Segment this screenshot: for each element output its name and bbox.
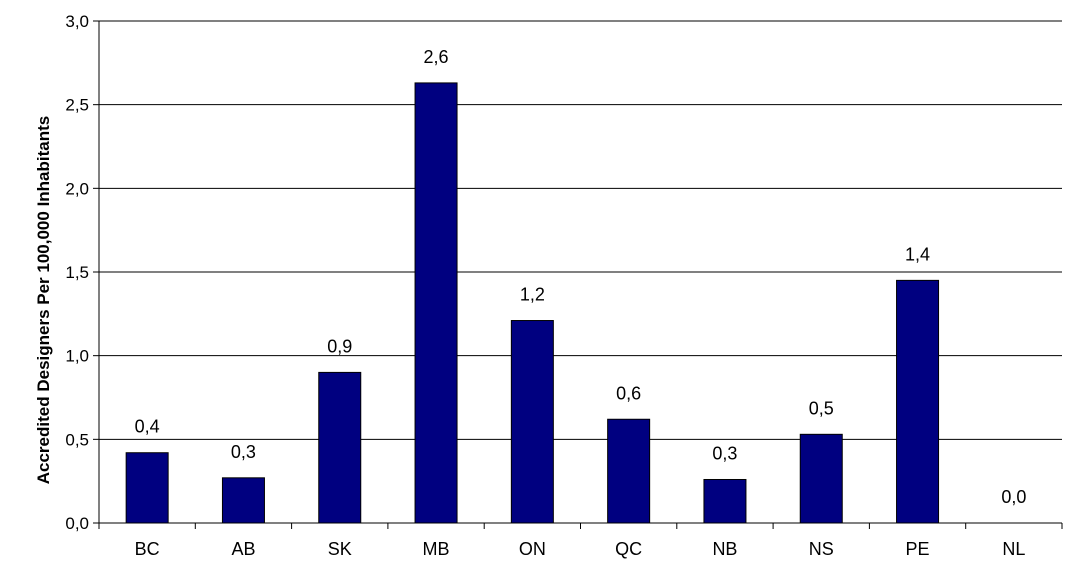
bar-pe — [896, 279, 940, 524]
x-tick-label: PE — [906, 539, 930, 559]
bar-on — [510, 320, 554, 524]
bar-bc — [125, 452, 169, 524]
y-axis-title: Accredited Designers Per 100,000 Inhabit… — [34, 116, 53, 485]
x-tick-label: NB — [712, 539, 737, 559]
data-label-nb: 0,3 — [712, 443, 737, 463]
y-tick-label: 0,0 — [65, 514, 89, 533]
bar-nb — [703, 478, 747, 524]
x-axis-tick-labels: BC AB SK MB ON QC NB NS PE NL — [135, 539, 1026, 559]
x-tick-label: ON — [519, 539, 546, 559]
x-tick-label: AB — [231, 539, 255, 559]
bars — [125, 82, 940, 524]
axes — [93, 20, 1063, 529]
bar-mb — [414, 82, 458, 524]
bar-ns — [799, 433, 843, 524]
bar-qc — [607, 418, 651, 524]
y-tick-label: 2,5 — [65, 96, 89, 115]
data-label-mb: 2,6 — [424, 47, 449, 67]
data-label-nl: 0,0 — [1001, 487, 1026, 507]
data-labels: 0,4 0,3 0,9 2,6 1,2 0,6 0,3 0,5 1,4 0,0 — [135, 47, 1027, 507]
x-tick-label: NS — [809, 539, 834, 559]
data-label-ns: 0,5 — [809, 398, 834, 418]
bar-sk — [318, 371, 362, 524]
data-label-pe: 1,4 — [905, 244, 930, 264]
x-tick-label: NL — [1002, 539, 1025, 559]
y-tick-label: 3,0 — [65, 12, 89, 31]
data-label-ab: 0,3 — [231, 442, 256, 462]
y-axis-tick-labels: 0,0 0,5 1,0 1,5 2,0 2,5 3,0 — [65, 12, 89, 533]
x-tick-label: QC — [615, 539, 642, 559]
y-tick-label: 1,0 — [65, 347, 89, 366]
data-label-qc: 0,6 — [616, 383, 641, 403]
y-tick-label: 1,5 — [65, 263, 89, 282]
x-tick-label: SK — [328, 539, 352, 559]
y-tick-label: 2,0 — [65, 179, 89, 198]
x-tick-label: MB — [423, 539, 450, 559]
x-tick-label: BC — [135, 539, 160, 559]
data-label-on: 1,2 — [520, 285, 545, 305]
data-label-bc: 0,4 — [135, 417, 160, 437]
data-label-sk: 0,9 — [327, 336, 352, 356]
bar-ab — [221, 477, 265, 524]
y-tick-label: 0,5 — [65, 430, 89, 449]
